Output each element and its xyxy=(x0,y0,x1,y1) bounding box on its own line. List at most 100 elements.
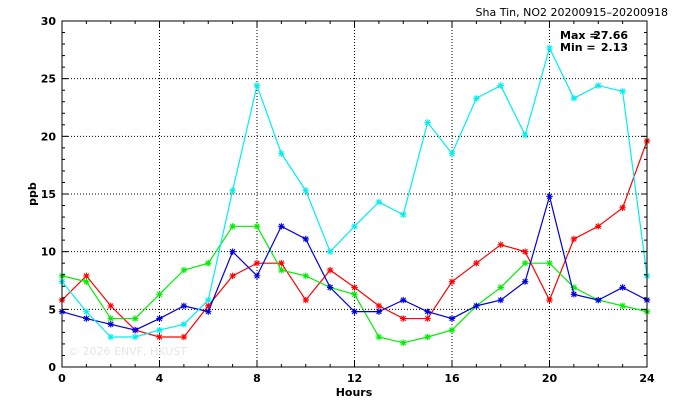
data-point xyxy=(278,260,285,267)
data-point xyxy=(326,284,334,291)
data-point xyxy=(619,284,626,291)
data-point xyxy=(156,291,163,298)
data-point xyxy=(253,82,261,89)
data-point xyxy=(497,284,504,291)
data-point xyxy=(326,266,334,274)
series-line xyxy=(61,140,648,338)
data-point xyxy=(424,308,431,315)
data-point xyxy=(375,302,383,310)
watermark-text: © 2026 ENVF, HKUST xyxy=(68,345,187,358)
data-point xyxy=(205,296,212,304)
x-tick-label: 12 xyxy=(347,372,362,385)
data-point xyxy=(205,260,212,267)
data-point xyxy=(107,321,114,328)
data-point xyxy=(156,326,163,334)
y-tick-label: 20 xyxy=(41,130,57,143)
data-point xyxy=(448,150,456,157)
data-point xyxy=(229,248,236,255)
data-point xyxy=(521,248,529,255)
data-point xyxy=(521,131,529,139)
grid-lines xyxy=(62,21,647,367)
data-point xyxy=(131,326,139,334)
data-point xyxy=(400,315,407,322)
data-point xyxy=(473,260,480,267)
x-tick-label: 4 xyxy=(156,372,164,385)
data-point xyxy=(131,315,139,322)
data-point xyxy=(302,235,309,243)
data-point xyxy=(83,315,90,322)
axis-ticks: 0 4 8 12 16 20 24 0 5 10 15 20 25 30 xyxy=(41,15,655,385)
data-point xyxy=(400,296,407,304)
data-point xyxy=(83,308,90,315)
data-point xyxy=(156,333,163,341)
data-point xyxy=(570,291,578,298)
min-value: 2.13 xyxy=(601,41,628,54)
data-point xyxy=(326,248,334,255)
data-point xyxy=(375,308,383,315)
data-point xyxy=(205,308,212,315)
data-point xyxy=(107,315,114,322)
data-point xyxy=(448,315,456,322)
max-value: 27.66 xyxy=(593,29,628,42)
y-tick-label: 5 xyxy=(48,303,56,316)
data-point xyxy=(448,326,456,334)
y-tick-label: 0 xyxy=(48,361,56,374)
y-tick-label: 10 xyxy=(41,246,57,259)
data-point xyxy=(570,284,578,291)
data-point xyxy=(229,223,236,230)
y-tick-label: 30 xyxy=(41,15,57,28)
data-point xyxy=(619,204,626,212)
data-point xyxy=(229,187,236,194)
data-point xyxy=(595,82,602,89)
x-tick-label: 20 xyxy=(542,372,558,385)
data-point xyxy=(570,235,578,243)
data-point xyxy=(205,302,212,310)
data-point xyxy=(83,278,90,285)
y-axis-title: ppb xyxy=(26,182,39,206)
data-point xyxy=(497,82,504,89)
data-point xyxy=(351,223,358,230)
min-label: Min = xyxy=(560,41,596,54)
data-point xyxy=(546,296,553,304)
data-point xyxy=(375,333,383,341)
data-point xyxy=(400,339,407,346)
data-point xyxy=(521,260,529,267)
series-layer xyxy=(58,44,651,346)
data-point xyxy=(107,333,114,341)
data-point xyxy=(253,223,261,230)
data-point xyxy=(229,272,236,280)
data-point xyxy=(278,266,285,274)
data-point xyxy=(180,302,188,310)
data-point xyxy=(619,302,626,310)
data-point xyxy=(595,296,602,304)
data-point xyxy=(107,302,114,310)
data-point xyxy=(400,211,407,218)
data-point xyxy=(278,150,285,157)
data-point xyxy=(131,333,139,341)
data-point xyxy=(497,241,504,248)
data-point xyxy=(521,278,529,285)
data-point xyxy=(351,284,358,291)
data-point xyxy=(302,296,309,304)
data-point xyxy=(546,193,553,200)
y-tick-label: 25 xyxy=(41,73,56,86)
data-point xyxy=(619,88,626,95)
data-point xyxy=(253,272,261,280)
data-point xyxy=(253,260,261,267)
x-tick-label: 16 xyxy=(444,372,460,385)
stats-annotation: Max = 27.66 Min = 2.13 xyxy=(560,29,628,54)
data-point xyxy=(595,223,602,230)
data-point xyxy=(546,260,553,267)
x-tick-label: 24 xyxy=(639,372,655,385)
y-tick-label: 15 xyxy=(41,188,56,201)
data-point xyxy=(546,44,553,52)
data-point xyxy=(351,291,358,298)
data-point xyxy=(302,272,309,280)
data-point xyxy=(424,333,431,341)
series-3 xyxy=(58,44,651,341)
data-point xyxy=(424,119,431,126)
data-point xyxy=(375,198,383,206)
chart-title: Sha Tin, NO2 20200915–20200918 xyxy=(476,6,668,19)
data-point xyxy=(278,223,285,230)
